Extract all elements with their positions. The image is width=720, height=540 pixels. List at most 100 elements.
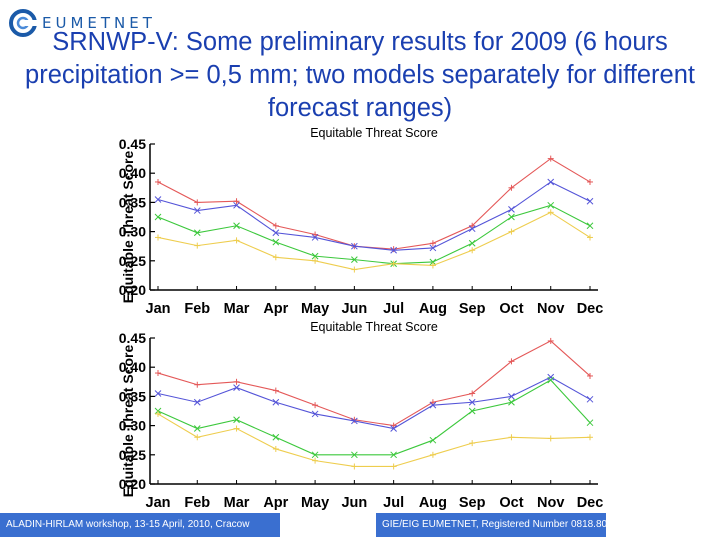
data-point-green bbox=[508, 398, 515, 406]
x-tick-label: Feb bbox=[184, 301, 210, 317]
y-axis-label: Equitable Threat Score bbox=[120, 345, 136, 498]
data-point-yellow bbox=[469, 247, 476, 254]
data-point-green bbox=[193, 229, 201, 237]
series-line-blue bbox=[157, 376, 591, 430]
data-point-yellow bbox=[312, 257, 319, 264]
x-tick-label: Sep bbox=[459, 301, 486, 317]
data-point-blue bbox=[154, 390, 162, 397]
x-tick-label: Dec bbox=[577, 301, 604, 317]
data-point-yellow bbox=[272, 254, 279, 261]
data-point-yellow bbox=[547, 435, 554, 442]
data-point-yellow bbox=[351, 266, 358, 273]
x-tick-label: Dec bbox=[577, 495, 604, 511]
data-point-red bbox=[312, 402, 319, 409]
y-tick-label: 0.25 bbox=[119, 253, 146, 269]
data-point-blue bbox=[233, 201, 240, 209]
data-point-yellow bbox=[508, 434, 515, 441]
x-tick-label: Sep bbox=[459, 495, 486, 511]
data-point-red bbox=[390, 422, 397, 429]
series-line-red bbox=[157, 340, 591, 427]
data-point-red bbox=[429, 240, 436, 247]
data-point-red bbox=[233, 198, 240, 205]
data-point-red bbox=[429, 399, 436, 406]
x-tick-label: Mar bbox=[224, 301, 250, 317]
x-tick-label: May bbox=[301, 301, 329, 317]
x-tick-label: Jan bbox=[146, 301, 171, 317]
series-line-red bbox=[157, 157, 591, 250]
data-point-yellow bbox=[587, 234, 593, 241]
data-point-green bbox=[233, 416, 240, 424]
data-point-blue bbox=[508, 206, 515, 213]
data-point-blue bbox=[468, 225, 476, 233]
y-axis-label: Equitable Threat Score bbox=[120, 151, 136, 304]
y-tick-label: 0.35 bbox=[119, 388, 146, 404]
data-point-green bbox=[233, 222, 240, 230]
data-point-blue bbox=[193, 207, 201, 214]
data-point-red bbox=[547, 155, 554, 162]
data-point-green bbox=[351, 451, 358, 459]
data-point-green bbox=[468, 239, 476, 247]
data-point-blue bbox=[468, 398, 476, 406]
ets-chart-bottom: Equitable Threat Score Equitable Threat S… bbox=[118, 320, 608, 512]
data-point-green bbox=[586, 222, 594, 230]
y-tick-label: 0.45 bbox=[119, 330, 146, 346]
y-tick-label: 0.20 bbox=[119, 476, 146, 492]
x-tick-label: Nov bbox=[537, 495, 564, 511]
data-point-blue bbox=[508, 393, 515, 400]
data-point-green bbox=[193, 425, 201, 432]
data-point-red bbox=[508, 358, 515, 365]
x-tick-label: Jan bbox=[146, 495, 171, 511]
y-tick-label: 0.40 bbox=[119, 359, 146, 375]
data-point-green bbox=[547, 376, 555, 384]
ets-chart-bottom-svg: Equitable Threat Score Equitable Threat S… bbox=[119, 320, 604, 511]
data-point-red bbox=[233, 378, 240, 385]
series-line-yellow bbox=[157, 211, 591, 271]
data-point-yellow bbox=[469, 440, 476, 447]
data-point-red bbox=[587, 372, 593, 379]
data-point-blue bbox=[272, 398, 280, 406]
data-point-blue bbox=[586, 197, 594, 205]
data-point-red bbox=[155, 178, 161, 185]
y-tick-label: 0.25 bbox=[119, 447, 146, 463]
data-point-green bbox=[547, 201, 555, 209]
data-point-blue bbox=[351, 417, 358, 425]
y-tick-label: 0.45 bbox=[119, 136, 146, 152]
footer-gap bbox=[280, 513, 376, 537]
data-point-green bbox=[429, 436, 437, 444]
series-line-blue bbox=[157, 181, 591, 251]
data-point-blue bbox=[193, 398, 201, 406]
data-point-blue bbox=[547, 373, 555, 381]
data-point-blue bbox=[547, 178, 555, 186]
data-point-red bbox=[547, 337, 554, 344]
data-point-blue bbox=[154, 196, 162, 203]
footer-left-text: ALADIN-HIRLAM workshop, 13-15 April, 201… bbox=[0, 513, 280, 537]
data-point-blue bbox=[311, 234, 319, 241]
ets-chart-top: Equitable Threat Score Equitable Threat S… bbox=[118, 126, 608, 318]
x-tick-label: Oct bbox=[499, 301, 523, 317]
data-point-green bbox=[311, 252, 319, 260]
data-point-green bbox=[272, 433, 280, 441]
x-tick-label: Feb bbox=[184, 495, 210, 511]
data-point-yellow bbox=[194, 434, 201, 441]
y-tick-label: 0.30 bbox=[119, 224, 146, 240]
data-point-yellow bbox=[272, 445, 279, 452]
data-point-green bbox=[351, 256, 358, 263]
data-point-blue bbox=[311, 410, 319, 418]
x-tick-label: Mar bbox=[224, 495, 250, 511]
data-point-green bbox=[586, 419, 594, 427]
x-tick-label: Jun bbox=[341, 495, 367, 511]
x-tick-label: Aug bbox=[419, 301, 447, 317]
data-point-yellow bbox=[390, 260, 397, 267]
data-point-blue bbox=[429, 244, 437, 252]
eumetnet-logo: EUMETNET bbox=[8, 6, 156, 40]
series-line-yellow bbox=[157, 413, 591, 468]
data-point-red bbox=[272, 222, 279, 229]
data-point-yellow bbox=[312, 457, 319, 464]
data-point-blue bbox=[390, 246, 397, 254]
data-point-yellow bbox=[587, 434, 593, 441]
data-point-green bbox=[311, 451, 319, 459]
x-tick-label: May bbox=[301, 495, 329, 511]
data-point-red bbox=[469, 390, 476, 397]
data-point-green bbox=[429, 258, 437, 266]
data-point-red bbox=[587, 178, 593, 185]
